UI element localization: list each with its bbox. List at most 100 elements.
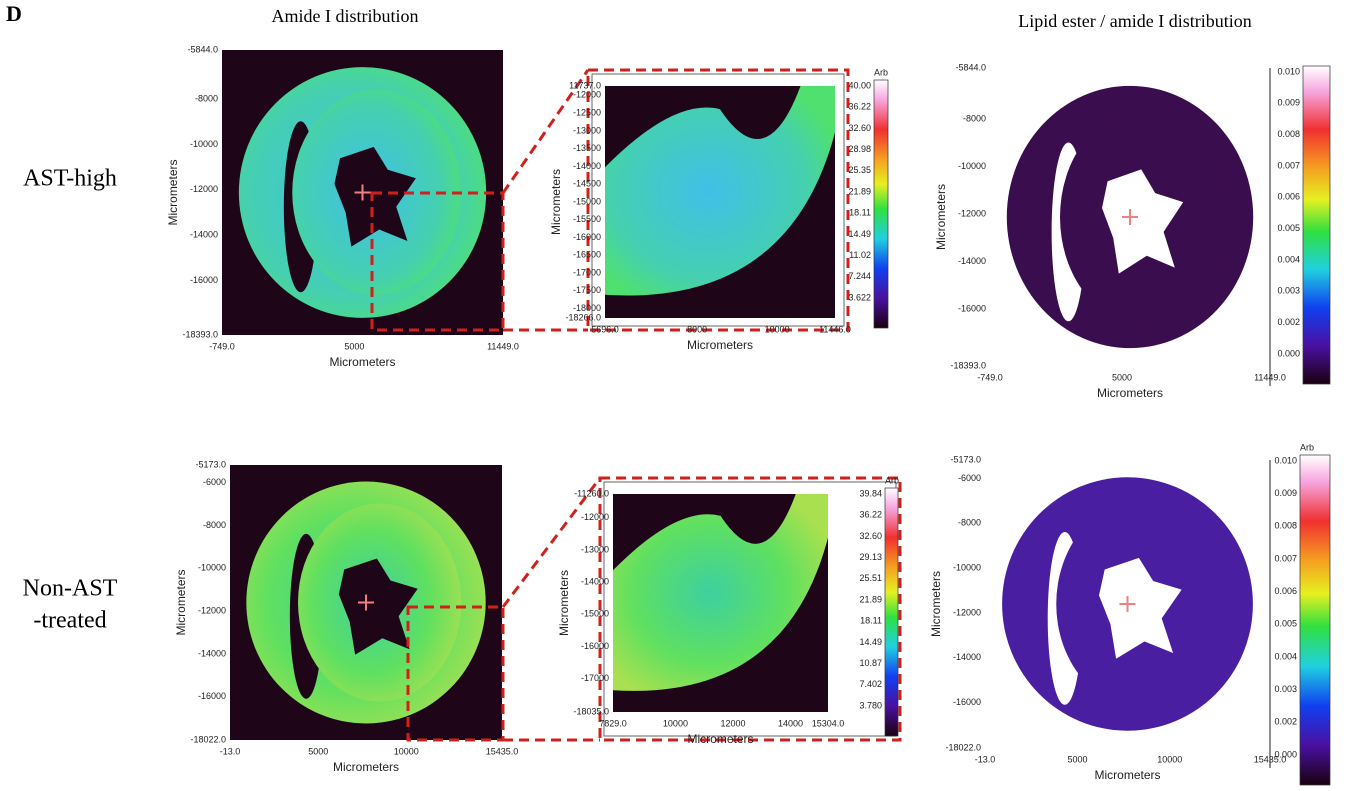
y-tick-label: -12000: [190, 184, 218, 194]
colorbar-unit: Arb: [1300, 442, 1314, 452]
colorbar-label: 0.003: [1277, 286, 1300, 296]
colorbar-label: 40.00: [848, 80, 871, 90]
colorbar-label: 32.60: [859, 531, 882, 541]
y-tick-label: -16000: [581, 641, 609, 651]
colorbar-label: 18.11: [860, 616, 882, 626]
y-tick-label: -6000: [203, 477, 226, 487]
colorbar-label: 0.003: [1274, 684, 1297, 694]
y-tick-label: -12000: [581, 512, 609, 522]
y-tick-label: -14500: [573, 179, 601, 189]
x-axis-label: Micrometers: [687, 338, 753, 352]
colorbar-label: 0.008: [1277, 129, 1300, 139]
colorbar-label: 28.98: [848, 144, 871, 154]
zoom-region: [370, 191, 505, 332]
x-tick-label: 7829.0: [599, 718, 627, 728]
colorbar-label: 0.010: [1274, 455, 1297, 465]
y-tick-label: -16000: [190, 275, 218, 285]
y-tick-label: -10000: [198, 563, 226, 573]
x-tick-label: 15435.0: [486, 746, 519, 756]
y-tick-label: -17000: [573, 267, 601, 277]
colorbar-unit: Arb: [874, 67, 888, 77]
crosshair: [354, 184, 371, 201]
y-tick-label: -17000: [581, 673, 609, 683]
y-tick-label: -18022.0: [190, 734, 226, 744]
x-axis-label: Micrometers: [1097, 386, 1163, 400]
colorbar-label: 0.007: [1277, 160, 1300, 170]
y-tick-label: -10000: [190, 139, 218, 149]
x-tick-label: -749.0: [977, 372, 1003, 382]
zoom-connector: [501, 69, 590, 332]
zoom-frame: [586, 68, 850, 332]
colorbar-label: 0.006: [1277, 192, 1300, 202]
panel-label: D: [6, 1, 22, 26]
zoom-region: [406, 605, 505, 742]
colorbar: [1302, 65, 1331, 385]
y-tick-label: -16000: [953, 697, 981, 707]
y-tick-label: -5844.0: [955, 62, 986, 72]
cavity: [1102, 169, 1184, 274]
y-tick-label: 11737.0: [569, 80, 601, 90]
y-tick-label: -14000: [198, 648, 226, 658]
colorbar-label: 10.87: [859, 658, 882, 668]
colorbar-label: 11.02: [849, 250, 871, 260]
colorbar-label: 14.49: [848, 229, 871, 239]
zoom-frame: [598, 476, 902, 742]
y-tick-label: -15000: [573, 196, 601, 206]
y-tick-label: -13500: [573, 143, 601, 153]
y-tick-label: -12000: [573, 90, 601, 100]
colorbar-label: 0.007: [1274, 553, 1297, 563]
cavity: [334, 146, 416, 247]
crosshair: [358, 594, 374, 611]
column-title: Amide I distribution: [272, 6, 419, 26]
y-tick-label: -5173.0: [950, 454, 981, 464]
colorbar-label: 39.84: [859, 488, 882, 498]
colorbar-label: 0.005: [1277, 223, 1300, 233]
y-tick-label: -16500: [573, 250, 601, 260]
y-tick-label: -5173.0: [195, 459, 226, 469]
y-tick-label: -18035.0: [573, 706, 609, 716]
x-tick-label: 11449.0: [487, 341, 519, 351]
x-tick-label: 15304.0: [812, 718, 845, 728]
colorbar: [884, 487, 899, 737]
y-tick-label: -18022.0: [945, 742, 981, 752]
colorbar-label: 0.004: [1274, 651, 1297, 661]
colorbar-label: 25.51: [859, 573, 882, 583]
x-axis-label: Micrometers: [1094, 768, 1160, 782]
colorbar-label: 7.244: [848, 271, 871, 281]
tissue-zoom: [613, 494, 828, 691]
x-tick-label: 10000: [394, 746, 419, 756]
y-tick-label: -14000: [953, 652, 981, 662]
colorbar: [873, 79, 889, 329]
y-tick-label: -18266.0: [565, 312, 601, 322]
y-tick-label: -17500: [573, 285, 601, 295]
colorbar-label: 36.22: [848, 102, 871, 112]
y-tick-label: -18393.0: [950, 360, 986, 370]
y-tick-label: -12000: [953, 607, 981, 617]
colorbar-label: 0.008: [1274, 521, 1297, 531]
y-tick-label: -14000: [573, 161, 601, 171]
x-tick-label: 5000: [1067, 754, 1087, 764]
tissue-zoom: [605, 86, 835, 296]
colorbar-label: 21.89: [848, 186, 871, 196]
y-tick-label: -5844.0: [187, 44, 218, 54]
y-tick-label: -15500: [573, 214, 601, 224]
y-axis-label: Micrometers: [549, 169, 563, 235]
row-label: Non-AST: [23, 576, 118, 602]
y-tick-label: -11260.0: [574, 488, 609, 498]
zoom-connector: [501, 477, 602, 742]
colorbar-label: 3.780: [859, 700, 882, 710]
x-tick-label: 10000: [663, 718, 688, 728]
x-tick-label: 10000: [765, 324, 790, 334]
x-tick-label: 8000: [687, 324, 707, 334]
y-tick-label: -10000: [953, 563, 981, 573]
colorbar-label: 0.006: [1274, 586, 1297, 596]
x-tick-label: -13.0: [975, 754, 996, 764]
y-tick-label: -16000: [198, 691, 226, 701]
crosshair: [1122, 209, 1138, 225]
colorbar-unit: Arb: [885, 475, 899, 485]
y-tick-label: -8000: [195, 93, 218, 103]
cavity: [338, 558, 418, 655]
y-tick-label: -18393.0: [182, 329, 218, 339]
x-tick-label: 5000: [344, 341, 364, 351]
